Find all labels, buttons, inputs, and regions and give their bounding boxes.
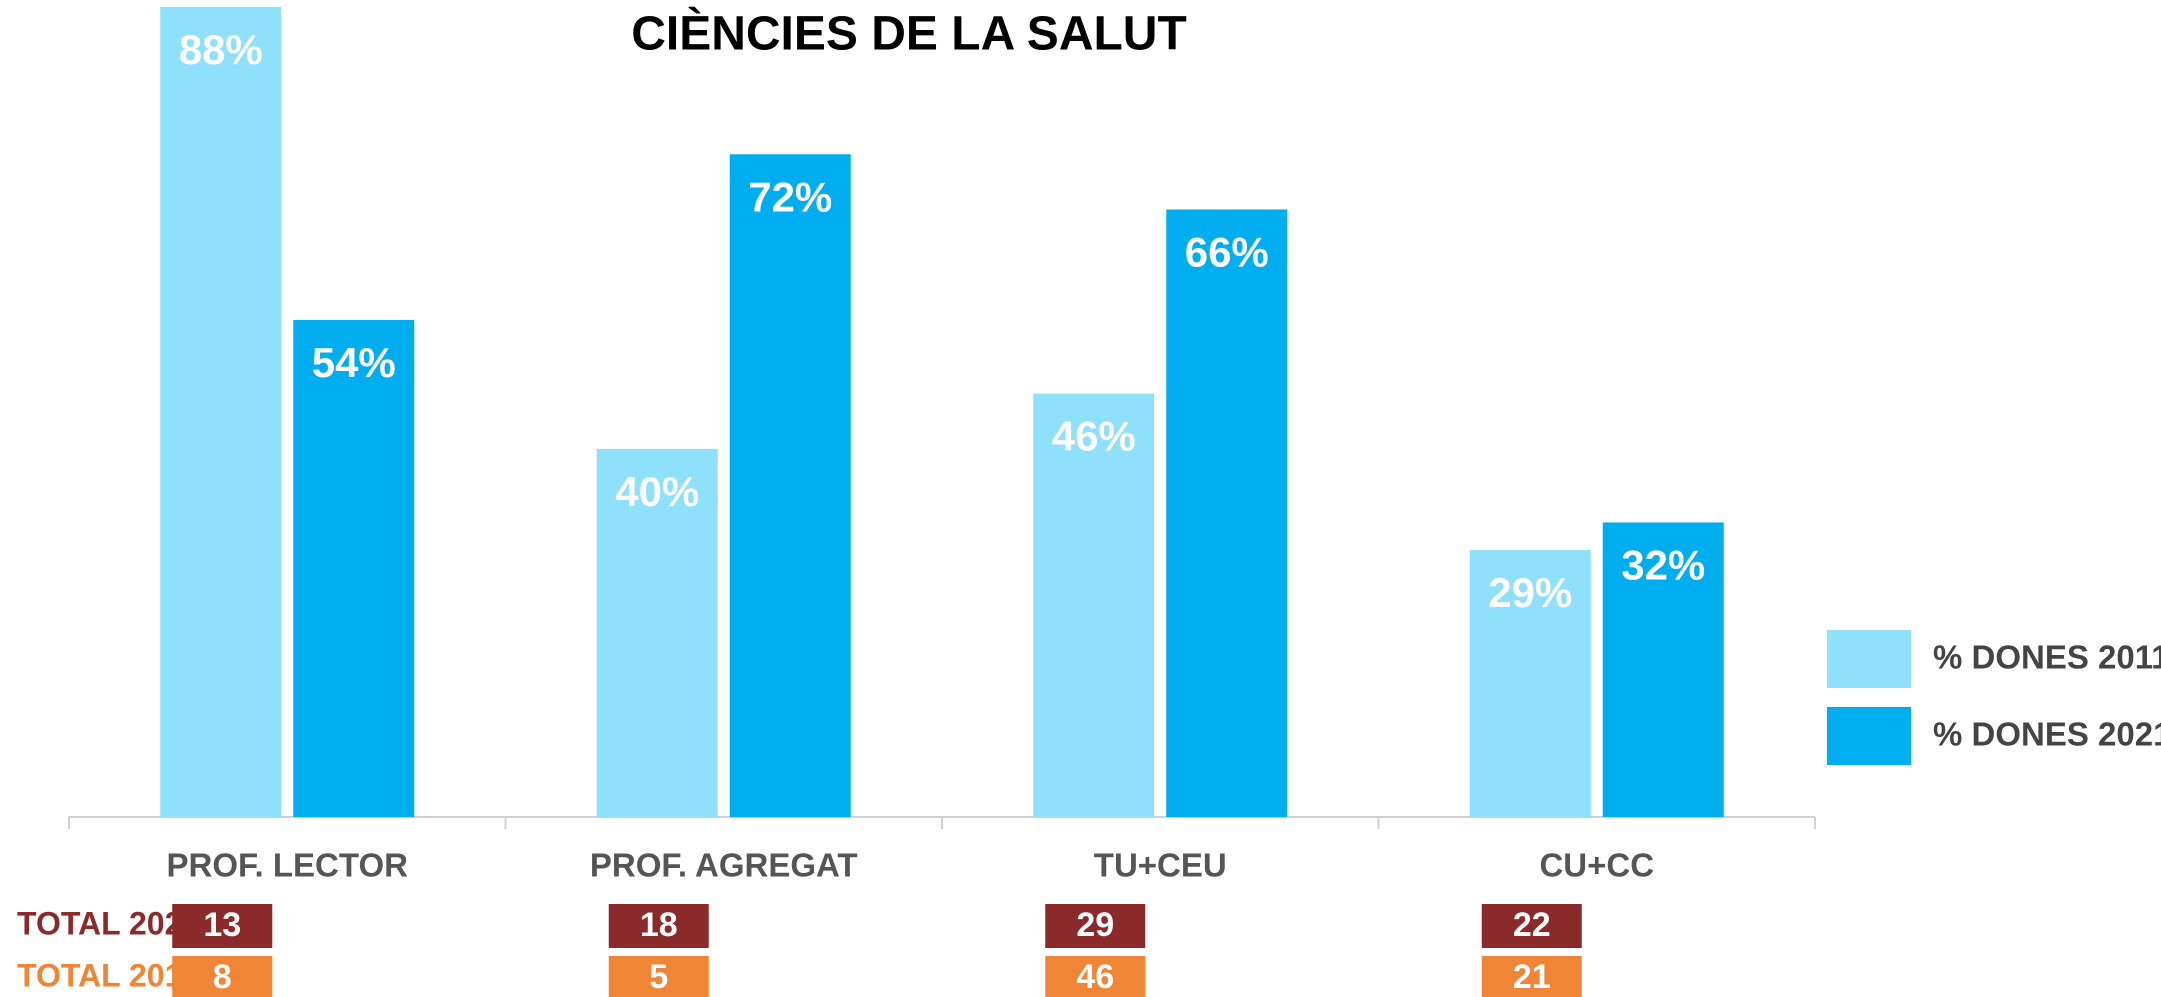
x-tick-label: PROF. LECTOR [167, 847, 409, 884]
totals-value: 29 [1076, 906, 1114, 944]
totals-value: 46 [1076, 958, 1114, 996]
data-label: 40% [615, 468, 699, 515]
totals-row-label: TOTAL 2021 [17, 905, 200, 941]
totals-box [608, 904, 709, 948]
totals-value: 13 [203, 906, 241, 944]
totals-value: 5 [649, 958, 668, 996]
legend-label: % DONES 2021 [1933, 716, 2161, 753]
totals-box [1045, 904, 1146, 948]
bar [1033, 393, 1155, 817]
bar [729, 154, 851, 818]
data-label: 54% [312, 339, 396, 386]
totals-value: 8 [213, 958, 232, 996]
data-label: 32% [1621, 542, 1705, 589]
legend-swatch [1827, 630, 1911, 688]
bar [1602, 522, 1724, 817]
legend-swatch [1827, 707, 1911, 765]
totals-value: 22 [1513, 906, 1551, 944]
totals-box [172, 904, 273, 948]
bar [160, 7, 282, 817]
legend-label: % DONES 2011 [1933, 639, 2161, 676]
x-tick-label: TU+CEU [1094, 847, 1227, 884]
totals-box [1045, 956, 1146, 997]
totals-box [608, 956, 709, 997]
x-tick-label: CU+CC [1539, 847, 1654, 884]
data-label: 29% [1488, 569, 1572, 616]
totals-row-label: TOTAL 2011 [17, 957, 198, 993]
data-label: 88% [179, 26, 263, 73]
bar [293, 319, 415, 817]
data-label: 66% [1185, 229, 1269, 276]
totals-box [172, 956, 273, 997]
bar [1166, 209, 1288, 817]
totals-box [1481, 904, 1582, 948]
totals-value: 21 [1513, 958, 1551, 996]
data-label: 72% [748, 173, 832, 220]
bar [596, 448, 718, 817]
bar [1469, 550, 1591, 817]
data-label: 46% [1052, 413, 1136, 460]
chart-title: CIÈNCIES DE LA SALUT [631, 7, 1187, 61]
totals-box [1481, 956, 1582, 997]
totals-value: 18 [640, 906, 678, 944]
x-tick-label: PROF. AGREGAT [590, 847, 858, 884]
